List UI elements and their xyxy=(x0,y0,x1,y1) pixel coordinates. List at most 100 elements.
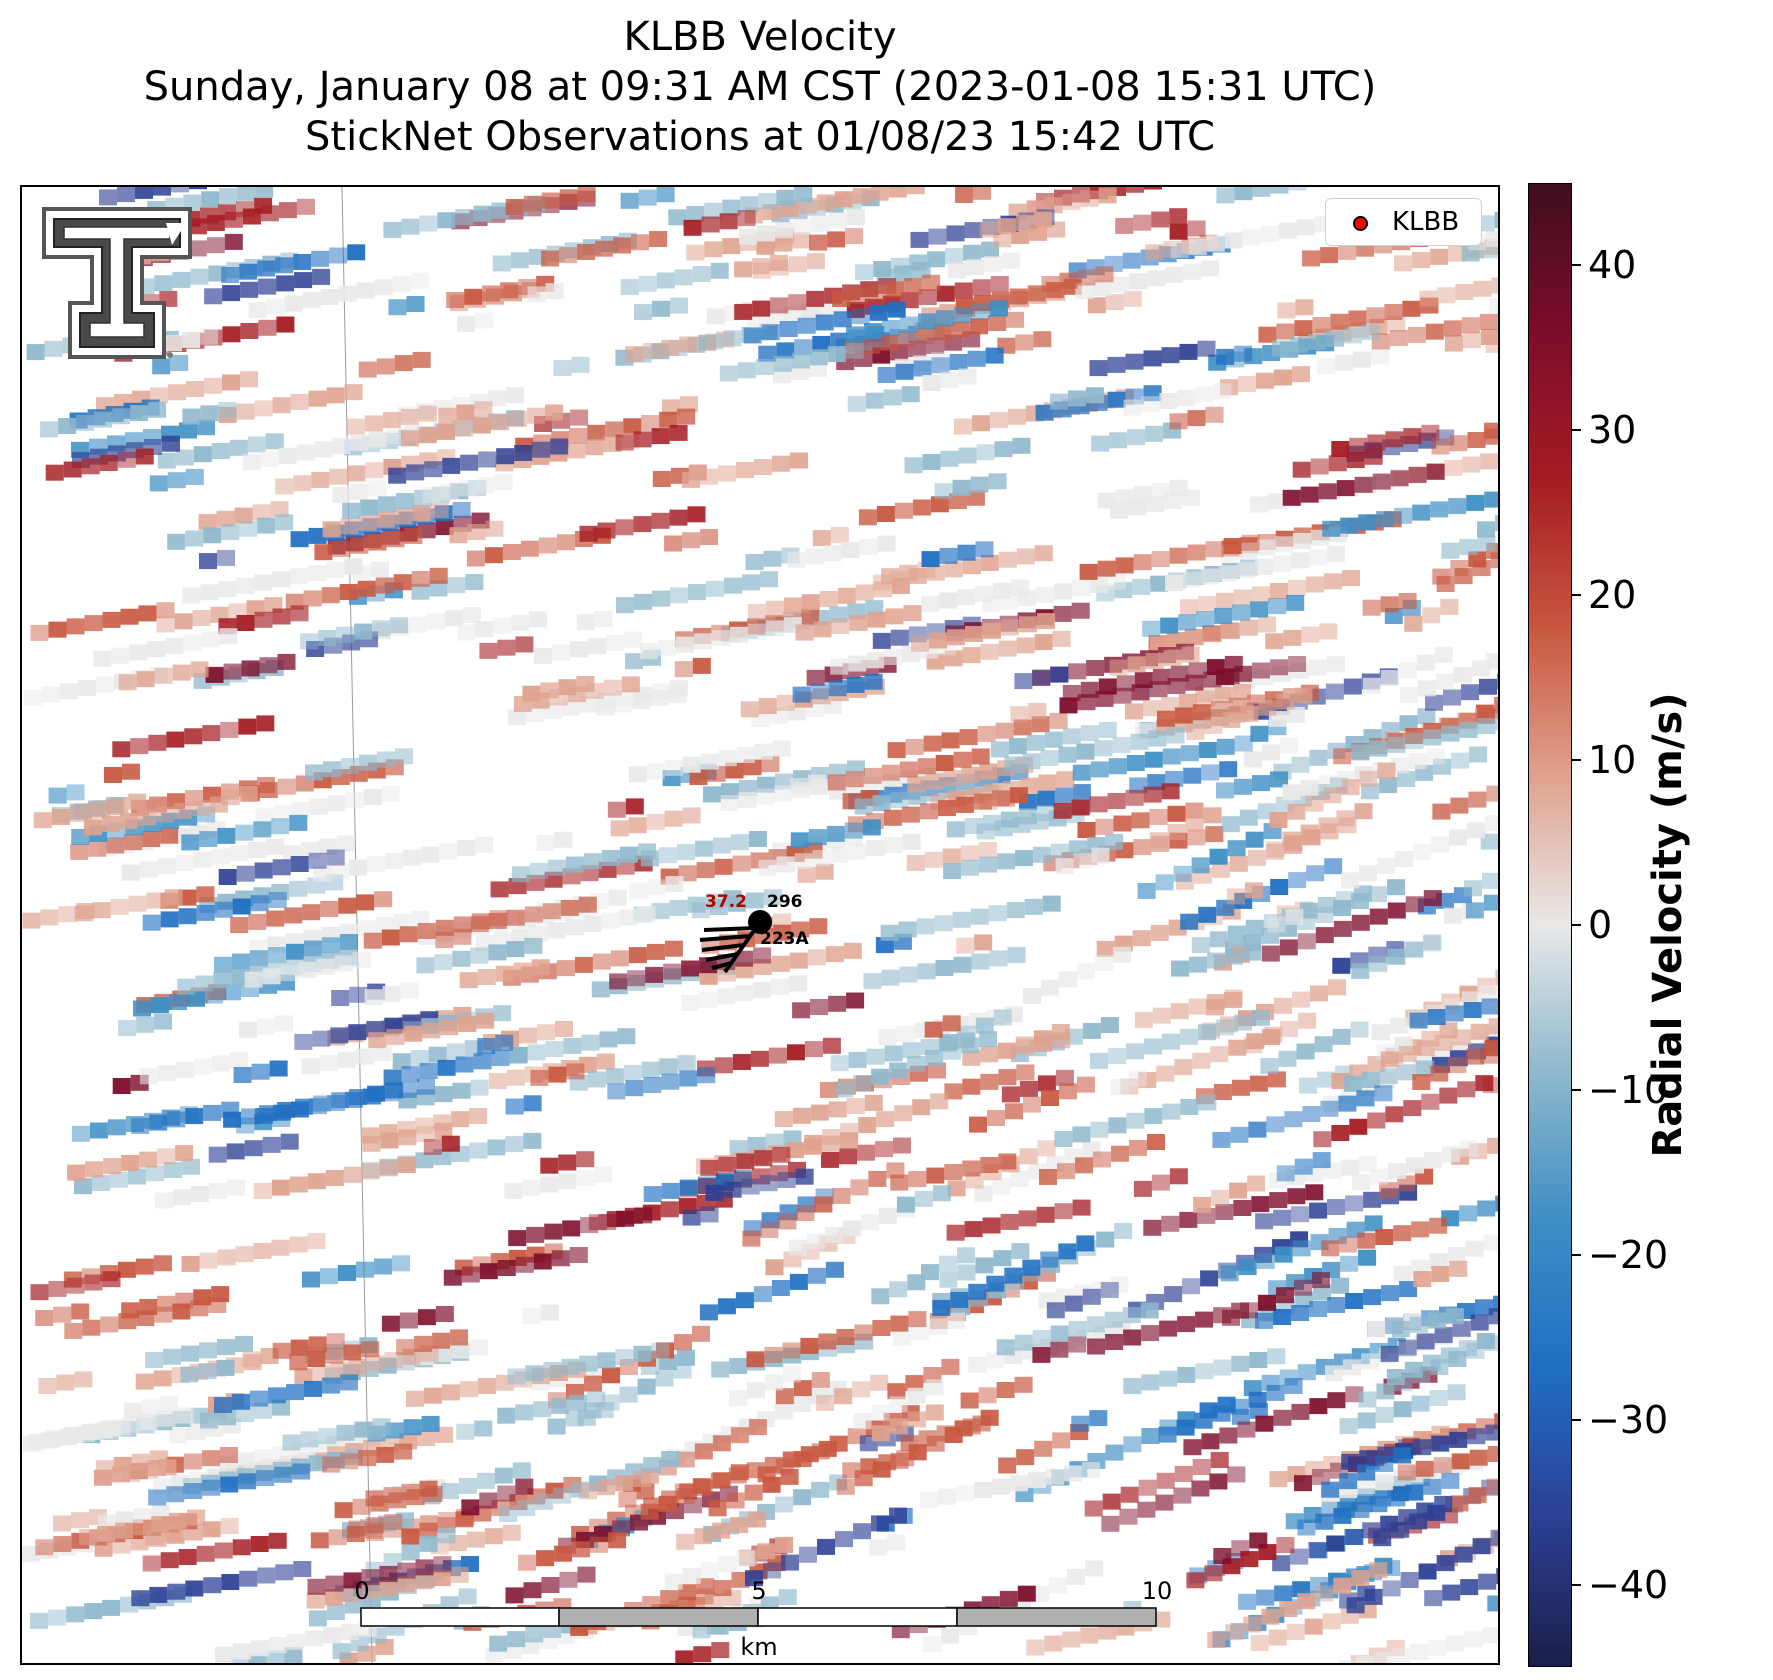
velocity-gate xyxy=(1076,1235,1095,1252)
velocity-gate xyxy=(332,486,351,503)
velocity-gate xyxy=(1034,545,1053,562)
velocity-gate xyxy=(268,892,287,908)
velocity-gate xyxy=(1354,803,1373,820)
velocity-gate xyxy=(164,335,182,352)
velocity-gate xyxy=(154,275,173,292)
velocity-gate xyxy=(433,1556,452,1573)
velocity-gate xyxy=(447,577,466,594)
velocity-gate xyxy=(484,547,503,564)
velocity-gate xyxy=(1339,1473,1358,1490)
velocity-gate xyxy=(374,279,393,296)
velocity-gate xyxy=(812,530,831,547)
velocity-gate xyxy=(1005,1103,1023,1120)
velocity-gate xyxy=(1187,220,1206,237)
velocity-gate xyxy=(1479,313,1498,330)
velocity-gate xyxy=(1017,1585,1036,1602)
velocity-gate xyxy=(217,549,235,566)
velocity-gate xyxy=(1273,1309,1292,1325)
velocity-gate xyxy=(1090,577,1109,593)
velocity-gate xyxy=(272,859,291,876)
velocity-gate xyxy=(372,1418,391,1435)
velocity-gate xyxy=(1179,693,1197,710)
velocity-gate xyxy=(1345,1195,1364,1212)
velocity-gate xyxy=(243,1354,262,1371)
velocity-gate xyxy=(294,1368,313,1385)
velocity-gate xyxy=(745,1570,763,1587)
velocity-gate xyxy=(1149,832,1168,849)
velocity-gate xyxy=(1082,1462,1100,1479)
velocity-gate xyxy=(476,1472,495,1489)
velocity-gate xyxy=(872,1320,891,1336)
velocity-gate xyxy=(1249,1532,1268,1549)
velocity-gate xyxy=(1255,1415,1274,1432)
velocity-gate xyxy=(1495,702,1498,719)
velocity-gate xyxy=(661,1073,680,1090)
velocity-gate xyxy=(947,1180,966,1197)
velocity-gate xyxy=(99,189,117,206)
velocity-gate xyxy=(1127,429,1146,446)
velocity-gate xyxy=(1180,1028,1198,1045)
velocity-gate xyxy=(849,614,868,631)
velocity-gate xyxy=(871,1068,890,1085)
velocity-gate xyxy=(491,202,510,219)
velocity-gate xyxy=(764,1346,783,1363)
velocity-gate xyxy=(1041,1090,1059,1106)
velocity-gate xyxy=(1488,1018,1498,1035)
velocity-gate xyxy=(1276,323,1295,340)
velocity-gate xyxy=(903,605,922,622)
velocity-gate xyxy=(452,1082,471,1099)
velocity-gate xyxy=(530,1069,549,1086)
velocity-gate xyxy=(700,1159,719,1176)
velocity-gate xyxy=(511,614,530,631)
velocity-gate xyxy=(363,789,382,805)
velocity-gate xyxy=(956,1485,974,1502)
velocity-gate xyxy=(780,1468,799,1485)
velocity-gate xyxy=(1305,1184,1324,1201)
velocity-gate xyxy=(1297,1519,1316,1536)
velocity-gate xyxy=(1305,1461,1324,1477)
velocity-gate xyxy=(1290,662,1309,679)
velocity-gate xyxy=(1201,568,1219,585)
velocity-gate xyxy=(401,218,420,235)
velocity-gate xyxy=(1267,916,1286,933)
velocity-gate xyxy=(1451,752,1470,769)
velocity-gate xyxy=(1035,404,1054,421)
velocity-gate xyxy=(474,1420,493,1437)
velocity-gate xyxy=(1356,1090,1375,1107)
velocity-gate xyxy=(329,468,348,485)
velocity-gate xyxy=(419,215,438,232)
velocity-gate xyxy=(971,953,990,970)
velocity-gate xyxy=(574,956,593,973)
velocity-gate xyxy=(218,1409,236,1426)
velocity-gate xyxy=(681,960,700,977)
velocity-gate xyxy=(308,1336,327,1353)
velocity-gate xyxy=(662,399,680,416)
velocity-gate xyxy=(1461,317,1480,334)
scale-label-5: 5 xyxy=(751,1577,767,1605)
velocity-gate xyxy=(142,914,161,931)
velocity-gate xyxy=(776,342,795,359)
velocity-gate xyxy=(1001,1086,1020,1103)
velocity-gate xyxy=(343,1166,362,1183)
velocity-gate xyxy=(1156,710,1175,727)
velocity-gate xyxy=(859,538,878,555)
velocity-gate xyxy=(1490,1529,1498,1546)
velocity-gate xyxy=(812,688,831,705)
velocity-gate xyxy=(1490,552,1498,569)
velocity-gate xyxy=(1443,689,1461,706)
velocity-gate xyxy=(168,384,186,401)
radar-map[interactable] xyxy=(20,185,1500,1665)
velocity-gate xyxy=(598,1213,617,1230)
velocity-gate xyxy=(429,567,448,584)
velocity-gate xyxy=(1325,1365,1343,1382)
velocity-gate xyxy=(1353,885,1372,902)
velocity-gate xyxy=(493,618,512,634)
velocity-gate xyxy=(942,848,961,865)
colorbar-tick-label: −10 xyxy=(1588,1067,1669,1112)
velocity-gate xyxy=(213,972,232,989)
velocity-gate xyxy=(289,1354,308,1371)
velocity-gate xyxy=(1477,718,1496,735)
velocity-gate xyxy=(1090,1121,1109,1138)
velocity-gate xyxy=(308,1610,327,1627)
velocity-gate xyxy=(307,1351,326,1367)
